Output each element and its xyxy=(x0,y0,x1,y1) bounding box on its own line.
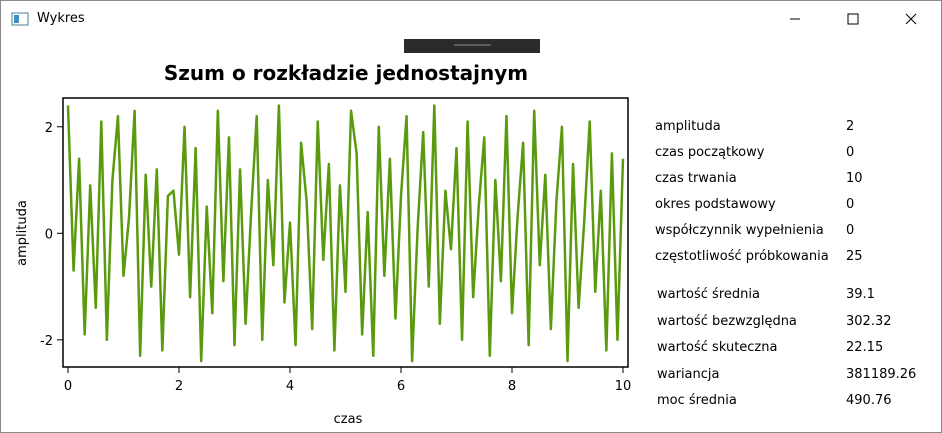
statistic-label: wartość bezwzględna xyxy=(657,313,797,329)
parameter-label: częstotliwość próbkowania xyxy=(655,249,829,264)
y-axis-label: amplituda xyxy=(15,200,30,266)
y-tick-label: 0 xyxy=(45,227,53,242)
parameter-value: 25 xyxy=(846,249,863,264)
x-axis-label: czas xyxy=(334,412,363,427)
statistic-value: 490.76 xyxy=(846,393,892,408)
chart-title: Szum o rozkładzie jednostajnym xyxy=(164,61,528,85)
parameter-value: 10 xyxy=(846,171,863,186)
y-tick-label: 2 xyxy=(45,121,53,136)
parameter-value: 0 xyxy=(846,223,855,238)
parameter-label: czas trwania xyxy=(655,171,737,186)
x-tick-label: 2 xyxy=(175,379,183,394)
maximize-button[interactable] xyxy=(847,13,859,25)
parameter-value: 2 xyxy=(846,119,855,134)
x-tick-label: 4 xyxy=(286,379,294,394)
parameter-value: 0 xyxy=(846,197,855,212)
y-tick-label: -2 xyxy=(40,334,53,349)
x-tick-label: 10 xyxy=(615,379,632,394)
parameter-label: okres podstawowy xyxy=(655,197,776,212)
statistic-label: wariancja xyxy=(657,366,720,382)
title-bar: Wykres xyxy=(1,1,941,37)
parameter-label: współczynnik wypełnienia xyxy=(655,223,824,238)
window-title: Wykres xyxy=(37,11,85,26)
app-icon-part xyxy=(14,15,19,23)
x-tick-label: 0 xyxy=(64,379,72,394)
signal-line xyxy=(66,104,625,363)
statistic-label: wartość skuteczna xyxy=(657,340,778,355)
x-tick-label: 6 xyxy=(397,379,405,394)
parameter-label: czas początkowy xyxy=(655,145,765,160)
statistic-value: 302.32 xyxy=(846,313,892,329)
statistic-value: 381189.26 xyxy=(846,366,917,382)
plot-frame xyxy=(62,97,629,368)
toolbar-handle[interactable] xyxy=(404,39,540,53)
statistic-label: moc średnia xyxy=(657,393,737,408)
close-button[interactable] xyxy=(905,13,917,25)
x-tick-label: 8 xyxy=(508,379,516,394)
chart: Szum o rozkładzie jednostajnym czas ampl… xyxy=(15,39,632,427)
statistic-value: 39.1 xyxy=(846,287,875,302)
statistic-label: wartość średnia xyxy=(657,287,760,302)
parameter-label: amplituda xyxy=(655,119,721,134)
title-icons xyxy=(11,12,917,26)
parameter-value: 0 xyxy=(846,145,855,160)
statistic-value: 22.15 xyxy=(846,340,884,355)
